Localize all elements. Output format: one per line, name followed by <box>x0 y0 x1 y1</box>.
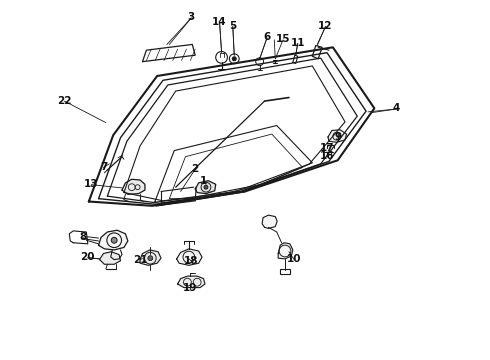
Text: 22: 22 <box>57 96 72 106</box>
Text: 19: 19 <box>183 283 197 293</box>
Polygon shape <box>262 215 277 228</box>
Text: 3: 3 <box>188 12 195 22</box>
Text: 2: 2 <box>192 164 199 174</box>
Polygon shape <box>195 181 216 194</box>
Text: 8: 8 <box>79 232 87 242</box>
Text: 14: 14 <box>212 17 227 27</box>
Text: 20: 20 <box>80 252 95 262</box>
Text: 15: 15 <box>276 34 290 44</box>
Text: 9: 9 <box>334 132 342 142</box>
Polygon shape <box>328 130 346 142</box>
Text: 11: 11 <box>291 38 305 48</box>
Text: 10: 10 <box>287 254 301 264</box>
Circle shape <box>232 57 236 61</box>
Text: 1: 1 <box>200 176 207 186</box>
Polygon shape <box>178 276 205 288</box>
Text: 13: 13 <box>84 179 98 189</box>
Circle shape <box>204 185 208 189</box>
Text: 16: 16 <box>320 150 334 161</box>
Circle shape <box>148 256 153 261</box>
Text: 7: 7 <box>100 162 107 172</box>
Text: 6: 6 <box>263 32 270 42</box>
Polygon shape <box>278 243 293 259</box>
Polygon shape <box>98 230 128 250</box>
Text: 12: 12 <box>318 21 333 31</box>
Polygon shape <box>122 179 145 194</box>
Text: 4: 4 <box>392 103 400 113</box>
Text: 21: 21 <box>133 255 147 265</box>
Text: 5: 5 <box>229 21 236 31</box>
Bar <box>280 269 290 274</box>
Text: 18: 18 <box>184 256 198 266</box>
Polygon shape <box>140 250 161 265</box>
Polygon shape <box>99 252 121 264</box>
Polygon shape <box>177 249 202 265</box>
Text: 17: 17 <box>319 143 334 153</box>
Circle shape <box>111 237 117 243</box>
